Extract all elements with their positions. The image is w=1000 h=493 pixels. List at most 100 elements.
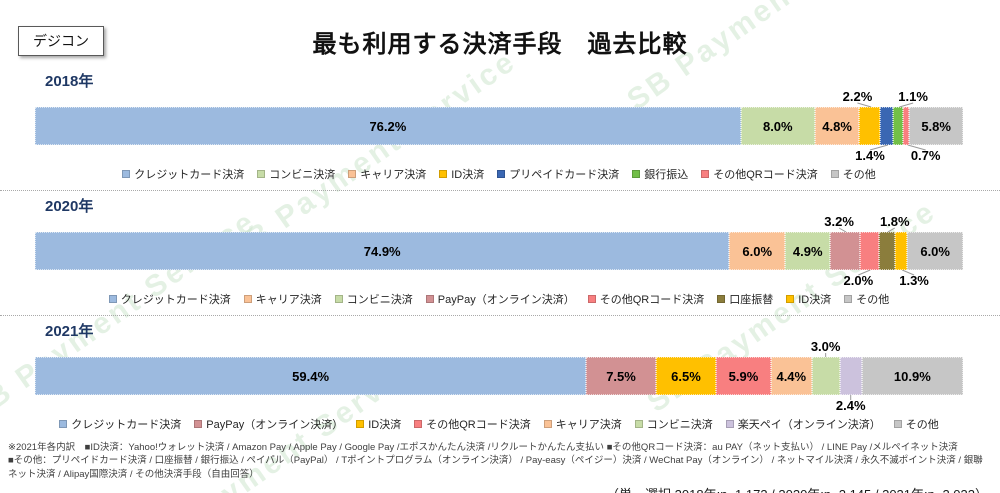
bar-segment xyxy=(859,107,880,145)
legend-swatch xyxy=(425,295,434,303)
legend-item: ID決済 xyxy=(786,291,831,307)
legend-swatch xyxy=(543,420,552,428)
segment-callout-label: 0.7% xyxy=(910,148,941,163)
legend-swatch xyxy=(634,420,643,428)
legend-swatch xyxy=(893,420,902,428)
segment-callout-label: 2.4% xyxy=(835,398,866,413)
legend-label: プリペイドカード決済 xyxy=(509,169,620,181)
bar-segment xyxy=(860,232,879,270)
legend-swatch xyxy=(348,170,357,178)
legend-label: ID決済 xyxy=(368,419,402,431)
legend-label: PayPay（オンライン決済） xyxy=(437,294,575,306)
segment-callout-label: 2.2% xyxy=(842,89,873,104)
leader-lines xyxy=(35,340,963,357)
segment-value-label: 6.5% xyxy=(671,368,701,384)
segment-value-label: 4.8% xyxy=(822,118,852,134)
segment-value-label: 6.0% xyxy=(920,243,950,259)
segment-callout-label: 1.4% xyxy=(855,148,885,163)
segment-value-label: 5.8% xyxy=(921,118,951,134)
bar-segment: 8.0% xyxy=(740,107,815,145)
legend-label: キャリア決済 xyxy=(255,294,322,306)
legend-swatch xyxy=(194,420,203,428)
chart-section-2020: 2020年 3.2% 1.8% 74.9% 6.0% 4.9% 6.0% 2.0% 1.3… xyxy=(0,193,1000,310)
bar-segment: 5.9% xyxy=(716,357,771,395)
legend-swatch xyxy=(334,295,343,303)
year-label-2018: 2018年 xyxy=(45,73,94,90)
segment-value-label: 8.0% xyxy=(762,118,793,134)
bar-segment: 5.8% xyxy=(909,107,964,145)
legend-2021: クレジットカード決済 PayPay（オンライン決済） ID決済 その他QRコード決済 キ… xyxy=(35,413,963,435)
legend-swatch xyxy=(725,420,734,428)
segment-callout-label: 1.8% xyxy=(879,214,910,229)
legend-item: キャリア決済 xyxy=(348,166,426,182)
segment-value-label: 4.9% xyxy=(792,243,823,259)
section-divider xyxy=(0,315,1000,316)
legend-swatch xyxy=(497,170,506,178)
segment-value-label: 74.9% xyxy=(363,243,401,259)
callouts-above: 2.2% 1.1% xyxy=(35,89,963,107)
section-divider xyxy=(0,190,1000,191)
legend-swatch xyxy=(717,295,726,303)
segment-value-label: 10.9% xyxy=(893,368,931,384)
bar-segment: 7.5% xyxy=(586,357,656,395)
segment-callout-label: 3.2% xyxy=(824,214,854,229)
callouts-below: 1.4% 0.7% xyxy=(35,145,963,163)
bar-segment: 4.9% xyxy=(785,232,831,270)
legend-swatch xyxy=(786,295,795,303)
legend-item: 楽天ペイ（オンライン決済） xyxy=(725,416,881,432)
legend-item: 銀行振込 xyxy=(632,166,688,182)
stacked-bar-2021: 59.4% 7.5% 6.5% 5.9% 4.4% 10.9% xyxy=(35,357,963,395)
legend-swatch xyxy=(257,170,266,178)
bar-segment xyxy=(892,107,903,145)
legend-item: キャリア決済 xyxy=(243,291,322,307)
legend-item: プリペイドカード決済 xyxy=(497,166,619,182)
legend-label: コンビニ決済 xyxy=(646,419,713,431)
legend-label: クレジットカード決済 xyxy=(120,294,231,306)
bar-segment xyxy=(895,232,908,270)
segment-value-label: 5.9% xyxy=(728,368,759,384)
bar-segment xyxy=(811,357,840,395)
bar-segment xyxy=(902,107,910,145)
segment-callout-label: 1.3% xyxy=(899,273,929,288)
legend-label: 楽天ペイ（オンライン決済） xyxy=(737,419,881,431)
legend-item: PayPay（オンライン決済） xyxy=(425,291,575,307)
chart-section-2021: 2021年 3.0% 59.4% 7.5% 6.5% 5.9% 4.4% 10.9% 2.… xyxy=(0,318,1000,435)
legend-item: PayPay（オンライン決済） xyxy=(194,416,343,432)
legend-swatch xyxy=(439,170,448,178)
bar-segment: 6.5% xyxy=(655,357,717,395)
stacked-bar-2020: 74.9% 6.0% 4.9% 6.0% xyxy=(35,232,963,270)
legend-2018: クレジットカード決済 コンビニ決済 キャリア決済 ID決済 プリペイドカード決済 銀行振込… xyxy=(35,163,963,185)
callouts-below: 2.0% 1.3% xyxy=(35,270,963,288)
legend-swatch xyxy=(632,170,641,178)
stacked-bar-2018: 76.2% 8.0% 4.8% 5.8% xyxy=(35,107,964,145)
legend-label: ID決済 xyxy=(451,169,485,181)
legend-label: 口座振替 xyxy=(729,294,774,306)
sample-size-note: （単一選択 2018年:n=1,173 / 2020年:n=2,145 / 20… xyxy=(0,481,1000,493)
legend-swatch xyxy=(108,295,117,303)
legend-item: コンビニ決済 xyxy=(334,291,413,307)
legend-2020: クレジットカード決済 キャリア決済 コンビニ決済 PayPay（オンライン決済） その他… xyxy=(35,288,963,310)
bar-segment: 76.2% xyxy=(35,107,741,145)
bar-segment: 6.0% xyxy=(729,232,786,270)
bar-segment: 59.4% xyxy=(35,357,587,395)
bar-segment xyxy=(839,357,862,395)
chart-section-2018: 2018年 2.2% 1.1% 76.2% 8.0% 4.8% 5.8% 1.4% 0.7… xyxy=(0,68,1000,185)
leader-lines xyxy=(35,90,963,107)
legend-swatch xyxy=(59,420,68,428)
callouts-below: 2.4% xyxy=(35,395,963,413)
bar-segment: 10.9% xyxy=(861,357,963,395)
legend-label: 銀行振込 xyxy=(644,169,689,181)
legend-item: ID決済 xyxy=(356,416,401,432)
footnote-line-2: ■その他：プリペイドカード決済 / 口座振替 / 銀行振込 / ペイパル（Pay… xyxy=(8,455,983,480)
year-label-2020: 2020年 xyxy=(45,198,94,215)
bar-segment: 6.0% xyxy=(907,232,963,270)
bar-segment xyxy=(879,107,893,145)
legend-item: クレジットカード決済 xyxy=(122,166,244,182)
legend-swatch xyxy=(844,295,853,303)
header: デジコン 最も利用する決済手段 過去比較 xyxy=(0,0,1000,68)
legend-swatch xyxy=(830,170,839,178)
segment-value-label: 4.4% xyxy=(776,368,807,384)
legend-item: その他 xyxy=(893,416,939,432)
footnotes: ※2021年各内訳 ■ID決済：Yahoo!ウォレット決済 / Amazon P… xyxy=(0,435,1000,481)
